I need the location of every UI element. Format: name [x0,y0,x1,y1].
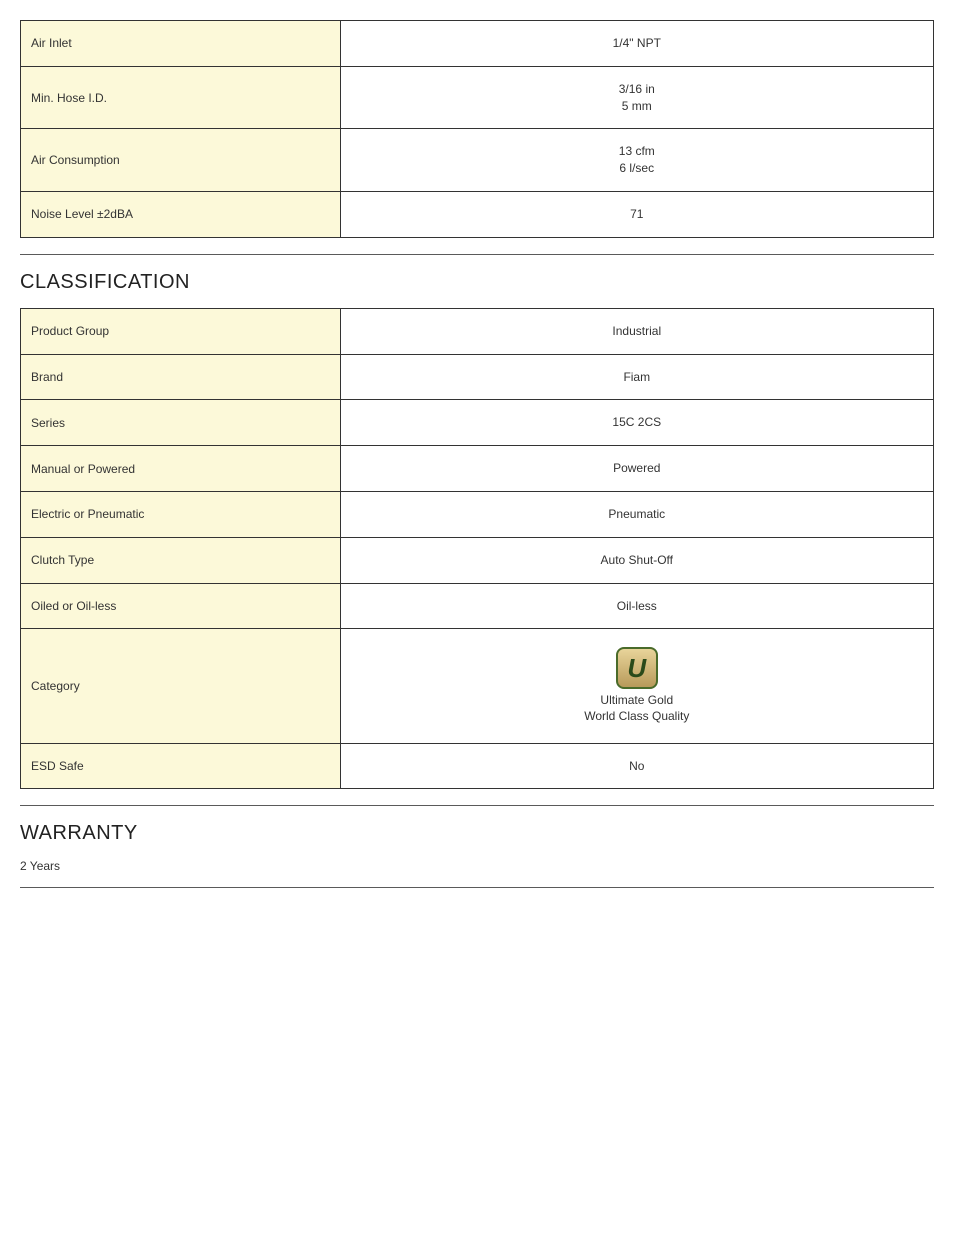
class-value: Powered [340,446,933,492]
esd-label: ESD Safe [21,743,341,789]
table-row: Clutch Type Auto Shut-Off [21,537,934,583]
class-label: Manual or Powered [21,446,341,492]
class-value: Pneumatic [340,491,933,537]
specs-table-body: Air Inlet 1/4" NPT Min. Hose I.D. 3/16 i… [21,21,934,238]
esd-value: No [340,743,933,789]
table-row: ESD Safe No [21,743,934,789]
ultimate-gold-badge-icon: U [616,647,658,689]
divider [20,887,934,888]
spec-label: Air Inlet [21,21,341,67]
table-row: Air Consumption 13 cfm6 l/sec [21,129,934,192]
spec-value: 71 [340,191,933,237]
class-label: Oiled or Oil-less [21,583,341,629]
class-label: Electric or Pneumatic [21,491,341,537]
spec-value: 1/4" NPT [340,21,933,67]
category-label: Category [21,629,341,743]
badge-caption-line1: Ultimate Gold [351,693,923,709]
table-row: Brand Fiam [21,354,934,400]
table-row: Noise Level ±2dBA 71 [21,191,934,237]
category-value-cell: U Ultimate Gold World Class Quality [340,629,933,743]
table-row: Electric or Pneumatic Pneumatic [21,491,934,537]
spec-label: Noise Level ±2dBA [21,191,341,237]
table-row: Series 15C 2CS [21,400,934,446]
classification-table-body: Product Group Industrial Brand Fiam Seri… [21,308,934,789]
table-row-category: Category U Ultimate Gold World Class Qua… [21,629,934,743]
warranty-heading: WARRANTY [20,822,934,845]
specs-table: Air Inlet 1/4" NPT Min. Hose I.D. 3/16 i… [20,20,934,238]
class-value: Industrial [340,308,933,354]
spec-value: 13 cfm6 l/sec [340,129,933,192]
badge-letter: U [627,653,646,683]
class-label: Series [21,400,341,446]
class-value: 15C 2CS [340,400,933,446]
class-label: Clutch Type [21,537,341,583]
table-row: Min. Hose I.D. 3/16 in5 mm [21,66,934,129]
spec-value: 3/16 in5 mm [340,66,933,129]
table-row: Air Inlet 1/4" NPT [21,21,934,67]
classification-heading: CLASSIFICATION [20,271,934,294]
badge-caption-line2: World Class Quality [351,709,923,725]
class-value: Oil-less [340,583,933,629]
class-value: Auto Shut-Off [340,537,933,583]
table-row: Product Group Industrial [21,308,934,354]
divider [20,805,934,806]
spec-label: Min. Hose I.D. [21,66,341,129]
warranty-text: 2 Years [20,859,934,873]
class-value: Fiam [340,354,933,400]
classification-table: Product Group Industrial Brand Fiam Seri… [20,308,934,790]
table-row: Oiled or Oil-less Oil-less [21,583,934,629]
table-row: Manual or Powered Powered [21,446,934,492]
class-label: Product Group [21,308,341,354]
spec-label: Air Consumption [21,129,341,192]
divider [20,254,934,255]
class-label: Brand [21,354,341,400]
